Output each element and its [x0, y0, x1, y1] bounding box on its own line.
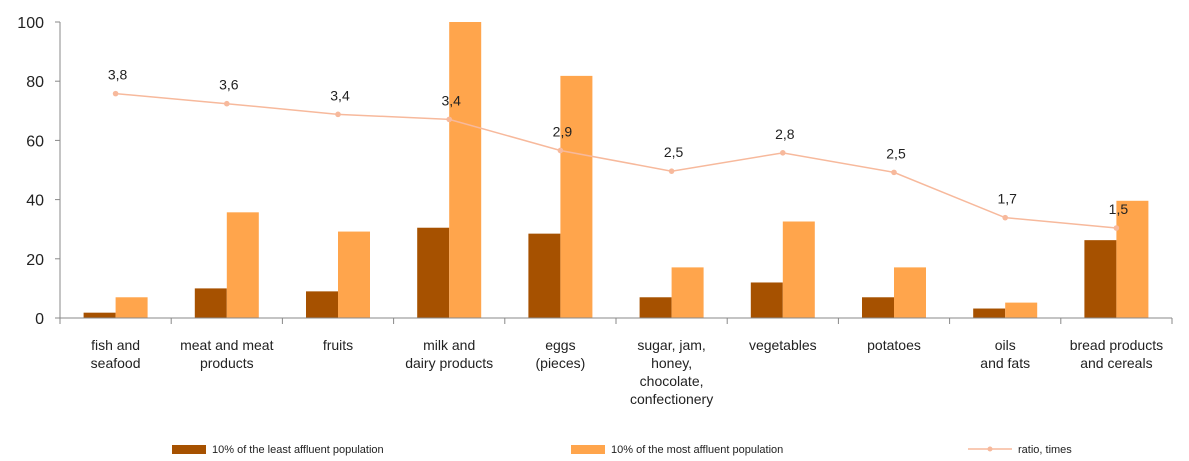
ratio-data-label: 2,8: [775, 126, 795, 142]
category-label: meat and meat products: [180, 337, 273, 371]
ratio-point: [891, 169, 897, 176]
ratio-data-label: 3,8: [108, 67, 128, 83]
bar-least-affluent: [750, 282, 783, 318]
ratio-data-label: 2,5: [886, 145, 906, 161]
legend-label-least: 10% of the least affluent population: [212, 444, 384, 456]
bars: [83, 22, 1149, 318]
ratio-point: [446, 116, 453, 123]
y-tick-label: 40: [26, 193, 44, 210]
bar-most-affluent: [115, 297, 148, 318]
bar-least-affluent: [83, 312, 116, 318]
legend: 10% of the least affluent population 10% …: [172, 444, 1072, 456]
category-label-line: (pieces): [536, 355, 586, 371]
y-tick-label: 60: [26, 133, 44, 150]
bar-least-affluent: [528, 233, 561, 318]
category-label: fish and seafood: [91, 337, 141, 371]
ratio-data-label: 2,9: [553, 123, 573, 139]
category-label: potatoes: [867, 337, 921, 353]
ratio-data-label: 3,4: [441, 92, 461, 108]
legend-label-ratio: ratio, times: [1018, 444, 1072, 456]
category-label-line: and fats: [980, 355, 1030, 371]
y-tick-label: 0: [35, 311, 44, 328]
y-axis: 0 20 40 60 80 100: [17, 15, 61, 328]
category-label-line: sugar, jam,: [637, 337, 705, 353]
ratio-point: [668, 168, 675, 174]
ratio-point: [335, 111, 341, 118]
category-label-line: fish and: [91, 337, 140, 353]
legend-swatch-ratio-point: [987, 446, 993, 452]
category-label-line: oils: [995, 337, 1016, 353]
bar-least-affluent: [417, 227, 450, 318]
ratio-point: [1113, 225, 1120, 231]
ratio-data-label: 2,5: [664, 144, 684, 160]
y-tick-label: 100: [17, 15, 44, 32]
ratio-point: [557, 147, 564, 154]
category-label-line: honey,: [651, 355, 692, 371]
category-label-line: fruits: [323, 337, 353, 353]
bar-most-affluent: [1116, 200, 1149, 318]
bar-most-affluent: [560, 75, 593, 318]
ratio-data-label: 1,7: [997, 191, 1017, 207]
bar-most-affluent: [894, 267, 926, 318]
category-label: eggs (pieces): [536, 337, 586, 371]
bar-least-affluent: [639, 297, 672, 318]
bar-least-affluent: [306, 291, 338, 318]
legend-swatch-most: [571, 445, 605, 454]
category-label-line: confectionery: [630, 391, 713, 407]
ratio-point: [224, 100, 230, 107]
bar-most-affluent: [449, 22, 482, 318]
ratio-data-label: 3,4: [330, 87, 350, 103]
category-label-line: dairy products: [405, 355, 493, 371]
category-label-line: meat and meat: [180, 337, 273, 353]
bar-most-affluent: [782, 221, 815, 318]
bar-least-affluent: [194, 288, 227, 318]
y-tick-label: 80: [26, 74, 44, 91]
category-label-line: chocolate,: [640, 373, 704, 389]
category-label: vegetables: [749, 337, 817, 353]
ratio-point: [1002, 214, 1008, 221]
bar-most-affluent: [338, 231, 370, 318]
category-label-line: seafood: [91, 355, 141, 371]
category-label: oils and fats: [980, 337, 1030, 371]
category-label-line: bread products: [1070, 337, 1163, 353]
legend-swatch-least: [172, 445, 206, 454]
bar-least-affluent: [973, 308, 1006, 318]
ratio-series-line: [115, 92, 1117, 229]
bar-least-affluent: [862, 297, 894, 318]
bar-most-affluent: [671, 267, 704, 318]
ratio-data-label: 3,6: [219, 77, 239, 93]
category-label: fruits: [323, 337, 353, 353]
category-label-line: vegetables: [749, 337, 817, 353]
bar-most-affluent: [1005, 302, 1038, 318]
bar-most-affluent: [226, 212, 259, 318]
category-label-line: and cereals: [1080, 355, 1152, 371]
ratio-point: [780, 150, 786, 156]
bar-least-affluent: [1084, 240, 1117, 318]
category-label-line: potatoes: [867, 337, 921, 353]
category-label: sugar, jam, honey, chocolate, confectionery: [630, 337, 713, 407]
category-label-line: products: [200, 355, 254, 371]
ratio-line: 3,8 3,6 3,4 3,4 2,9 2,5 2,8 2,5 1,7 1,5: [108, 67, 1128, 231]
y-tick-label: 20: [26, 252, 44, 269]
category-label: milk and dairy products: [405, 337, 493, 371]
x-axis: fish and seafood meat and meat products frui…: [59, 317, 1173, 407]
ratio-point: [112, 90, 119, 97]
ratio-data-label: 1,5: [1109, 201, 1129, 217]
category-label-line: eggs: [545, 337, 575, 353]
category-label-line: milk and: [423, 337, 475, 353]
legend-label-most: 10% of the most affluent population: [611, 444, 783, 456]
category-label: bread products and cereals: [1070, 337, 1163, 371]
